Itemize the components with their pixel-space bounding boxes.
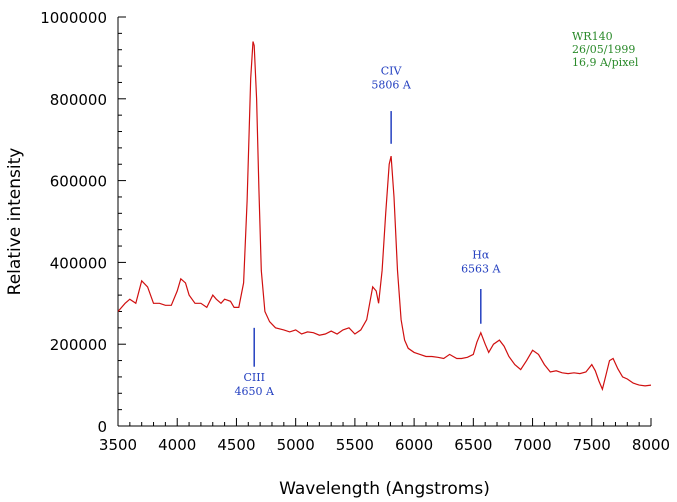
- x-tick-label: 4500: [217, 436, 255, 454]
- y-tick-label: 200000: [50, 336, 107, 354]
- plot-area: 3500 4000 4500 5000 5500 6000 6500 7000 7500 8000…: [40, 9, 670, 454]
- x-tick-label: 3500: [99, 436, 137, 454]
- info-line: WR140: [572, 30, 613, 43]
- x-tick-label: 8000: [632, 436, 670, 454]
- annotation-label: CIII: [243, 371, 264, 384]
- x-tick-label: 7500: [573, 436, 611, 454]
- x-tick-label: 6500: [454, 436, 492, 454]
- annotation-wavelength: 5806 A: [371, 78, 411, 91]
- x-tick-label: 5500: [336, 436, 374, 454]
- y-tick-label: 1000000: [40, 9, 107, 27]
- annotation-label: Hα: [472, 248, 490, 261]
- x-axis-ticks: 3500 4000 4500 5000 5500 6000 6500 7000 7500 8000: [99, 418, 670, 454]
- annotation-label: CIV: [381, 64, 403, 77]
- y-tick-label: 800000: [50, 91, 107, 109]
- x-axis-title: Wavelength (Angstroms): [279, 479, 490, 499]
- y-tick-label: 600000: [50, 173, 107, 191]
- annotation-wavelength: 6563 A: [461, 262, 501, 275]
- x-tick-label: 5000: [277, 436, 315, 454]
- x-tick-label: 7000: [513, 436, 551, 454]
- annotation-wavelength: 4650 A: [234, 385, 274, 398]
- x-tick-label: 4000: [158, 436, 196, 454]
- spectrum-line: [117, 41, 652, 392]
- y-axis-title: Relative intensity: [5, 148, 25, 296]
- x-tick-label: 6000: [395, 436, 433, 454]
- y-axis-ticks: 0 200000 400000 600000 800000 1000000: [40, 9, 126, 436]
- y-tick-label: 400000: [50, 254, 107, 272]
- info-line: 26/05/1999: [572, 43, 635, 56]
- y-tick-label: 0: [97, 418, 107, 436]
- info-line: 16,9 A/pixel: [572, 56, 639, 69]
